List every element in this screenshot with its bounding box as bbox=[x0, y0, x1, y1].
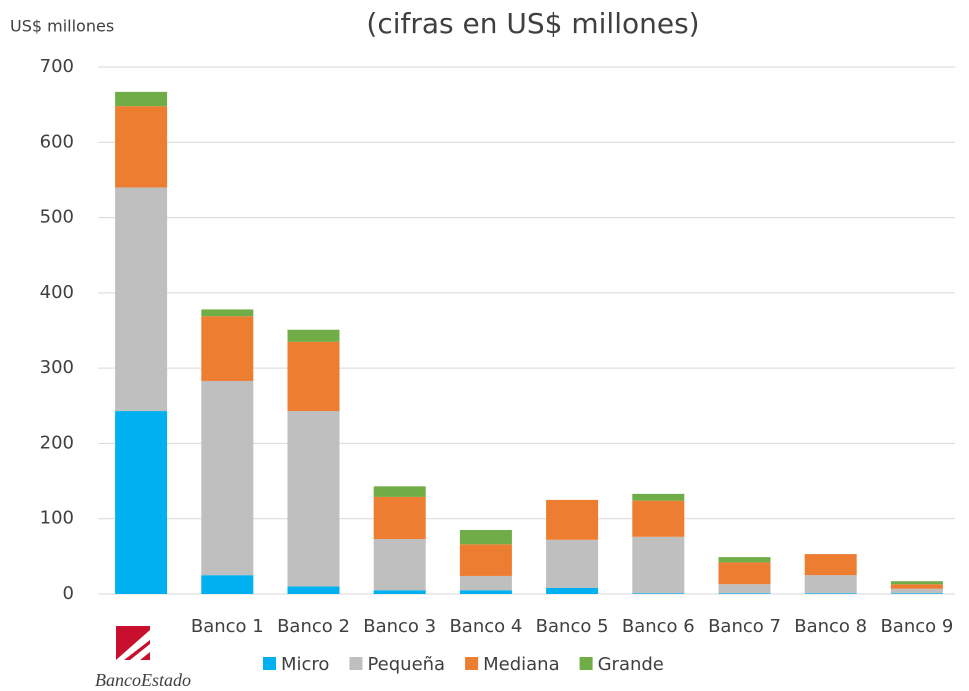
bar-segment bbox=[718, 593, 771, 594]
legend-swatch bbox=[349, 657, 363, 670]
bar-segment bbox=[632, 500, 685, 537]
bar-segment bbox=[115, 106, 168, 188]
logo bbox=[116, 626, 150, 660]
bar-segment bbox=[546, 539, 599, 588]
x-tick-label: Banco 7 bbox=[708, 616, 781, 637]
legend-label: Grande bbox=[598, 654, 664, 675]
x-tick-label: Banco 9 bbox=[880, 616, 953, 637]
bar-segment bbox=[201, 380, 254, 576]
logo-text: BancoEstado bbox=[95, 670, 191, 690]
bar-segment bbox=[632, 593, 685, 594]
x-tick-label: Banco 2 bbox=[277, 616, 350, 637]
bar-segment bbox=[459, 544, 512, 576]
bar-segment bbox=[287, 341, 340, 412]
y-tick-label: 300 bbox=[40, 357, 74, 378]
y-tick-label: 700 bbox=[40, 56, 74, 77]
bar-segment bbox=[459, 590, 512, 594]
chart-title: (cifras en US$ millones) bbox=[366, 7, 699, 40]
bar-segment bbox=[201, 316, 254, 381]
x-tick-label: Banco 8 bbox=[794, 616, 867, 637]
logo-stripe bbox=[130, 644, 150, 660]
x-tick-label: Banco 1 bbox=[191, 616, 264, 637]
bar-segment bbox=[459, 530, 512, 545]
x-tick-label: Banco 6 bbox=[622, 616, 695, 637]
bar-segment bbox=[632, 536, 685, 594]
bar-segment bbox=[890, 581, 943, 585]
bar-segment bbox=[373, 486, 426, 497]
bar-segment bbox=[115, 411, 168, 594]
logo-stripe bbox=[116, 630, 150, 660]
y-axis-label: US$ millones bbox=[10, 17, 114, 36]
x-tick-label: Banco 3 bbox=[363, 616, 436, 637]
bar-segment bbox=[459, 575, 512, 591]
bar-segment bbox=[201, 575, 254, 594]
bar-segment bbox=[287, 329, 340, 342]
bar-segment bbox=[804, 593, 857, 594]
bar-segment bbox=[373, 539, 426, 591]
legend-label: Micro bbox=[281, 654, 329, 675]
bar-segment bbox=[373, 496, 426, 540]
legend-swatch bbox=[263, 657, 276, 670]
bar-segment bbox=[890, 588, 943, 594]
bar-segment bbox=[718, 584, 771, 594]
bar-segment bbox=[546, 587, 599, 594]
bar-segment bbox=[890, 593, 943, 594]
bar-segment bbox=[804, 575, 857, 594]
bar-segment bbox=[718, 557, 771, 563]
legend-label: Mediana bbox=[483, 654, 560, 675]
bar-segment bbox=[287, 411, 340, 587]
bar-segment bbox=[718, 562, 771, 585]
legend-swatch bbox=[465, 657, 479, 670]
legend-swatch bbox=[579, 657, 593, 670]
bar-segment bbox=[373, 590, 426, 594]
bar-segment bbox=[804, 554, 857, 576]
bar-segment bbox=[287, 586, 340, 594]
bar-segment bbox=[115, 187, 168, 412]
y-tick-label: 600 bbox=[40, 131, 74, 152]
bar-segment bbox=[201, 309, 254, 317]
bar-segment bbox=[115, 91, 168, 107]
x-tick-label: Banco 4 bbox=[449, 616, 522, 637]
bar-segment bbox=[632, 493, 685, 501]
y-tick-label: 200 bbox=[40, 432, 74, 453]
y-tick-label: 0 bbox=[63, 583, 74, 604]
legend-label: Pequeña bbox=[367, 654, 445, 675]
y-tick-label: 500 bbox=[40, 207, 74, 228]
x-tick-label: Banco 5 bbox=[536, 616, 609, 637]
bar-segment bbox=[546, 499, 599, 540]
bar-segment bbox=[890, 584, 943, 589]
y-tick-label: 400 bbox=[40, 282, 74, 303]
y-tick-label: 100 bbox=[40, 508, 74, 529]
